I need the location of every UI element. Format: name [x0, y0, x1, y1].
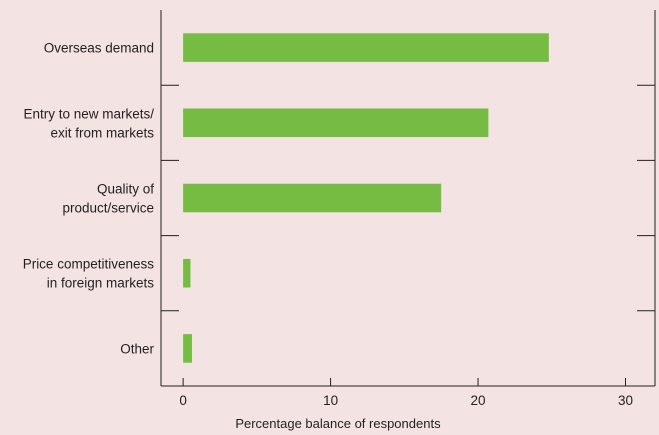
- bar: [183, 183, 442, 213]
- category-label: Overseas demand: [44, 41, 154, 56]
- bar: [183, 334, 192, 363]
- x-tick-label: 10: [323, 393, 338, 408]
- plot-frame: [160, 10, 656, 387]
- bar-series: [183, 33, 549, 363]
- x-tick-label: 30: [618, 393, 633, 408]
- bar: [183, 108, 489, 138]
- x-tick-label: 20: [471, 393, 486, 408]
- x-tick-labels: 0 10 20 30: [179, 393, 633, 408]
- category-label: Other: [120, 341, 154, 356]
- bar: [183, 258, 191, 288]
- bar: [183, 33, 549, 62]
- category-label: Quality of product/service: [62, 182, 154, 216]
- category-label: Entry to new markets/exit from markets: [23, 106, 154, 140]
- x-axis-title: Percentage balance of respondents: [235, 416, 441, 431]
- x-tick-label: 0: [179, 393, 187, 408]
- category-labels: Overseas demand Entry to new markets/exit…: [23, 41, 155, 357]
- category-label: Price competitiveness in foreign markets: [23, 257, 155, 291]
